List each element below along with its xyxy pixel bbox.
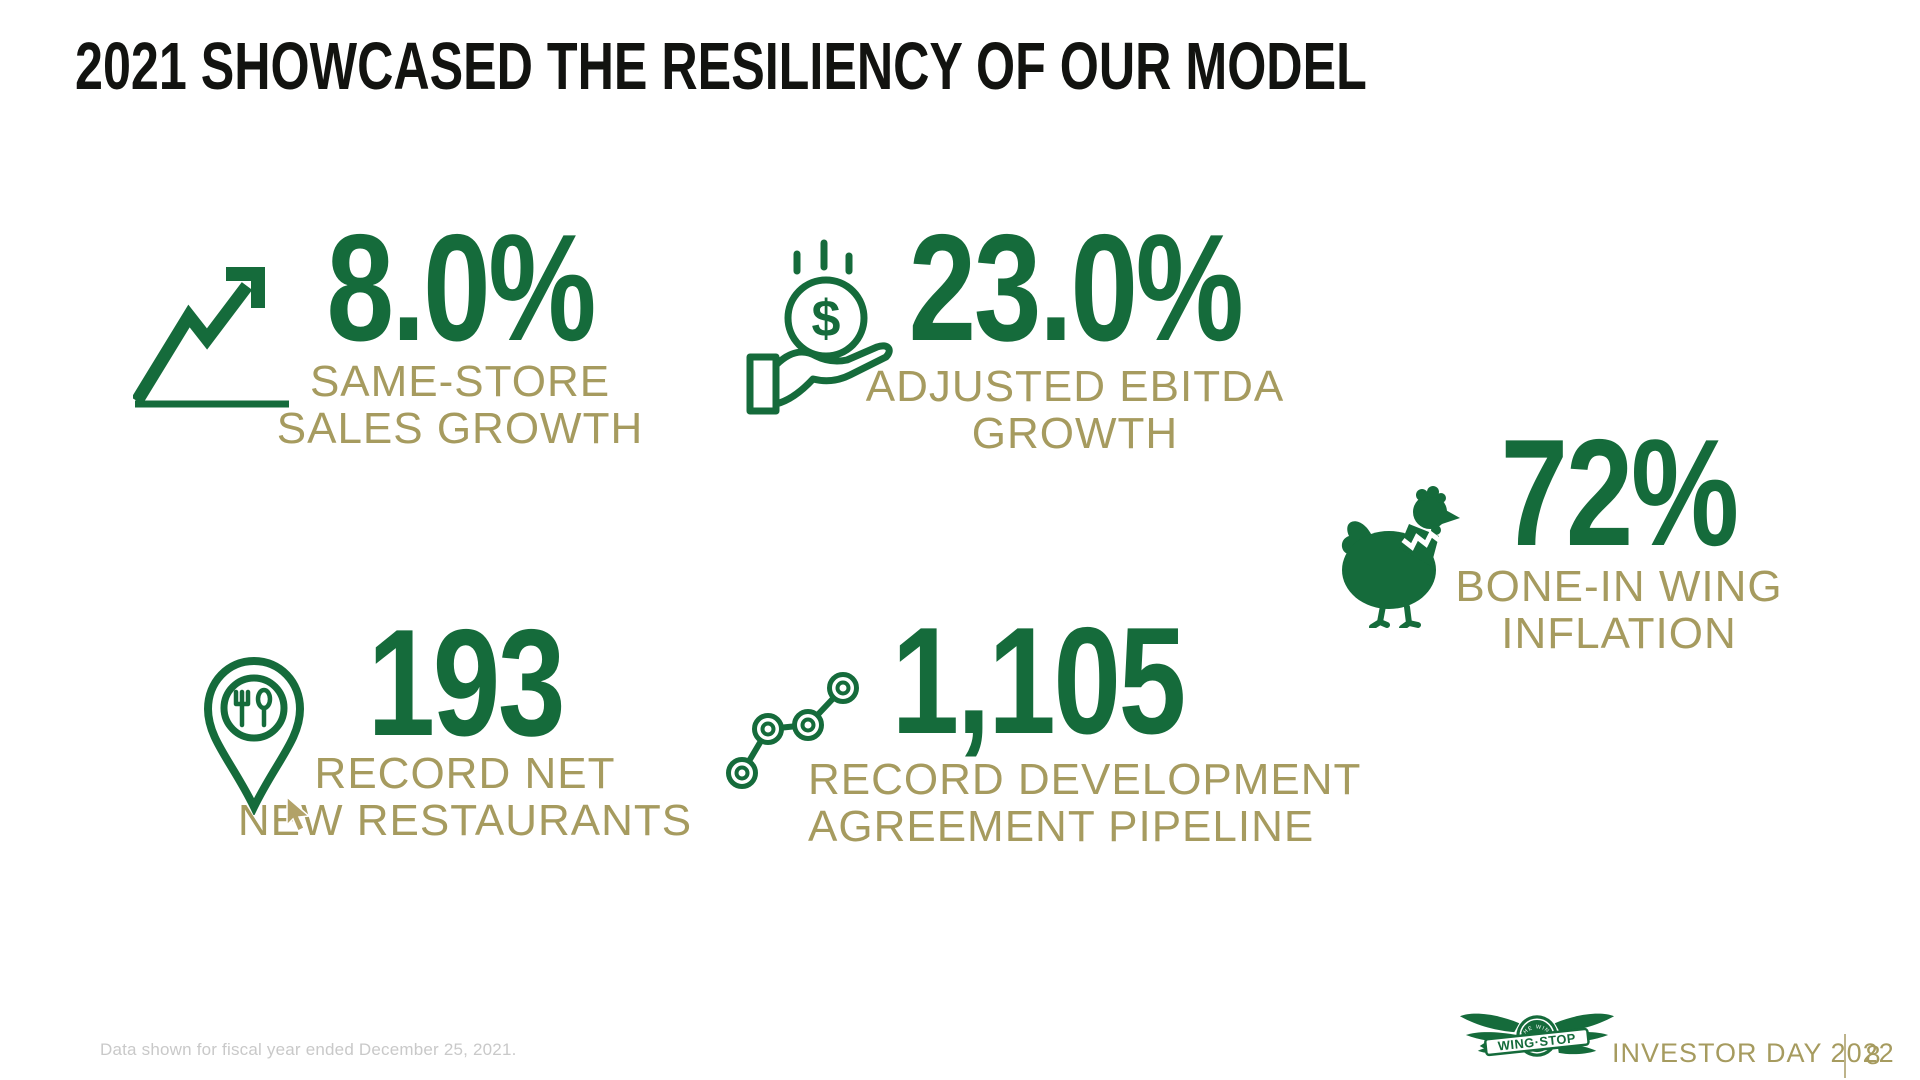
chicken-icon	[1341, 486, 1460, 628]
stat-value-same-store-sales-growth: 8.0%	[326, 203, 596, 373]
stat-value-record-net-new-restaurants: 193	[367, 598, 565, 768]
pipeline-dots-icon	[726, 672, 859, 789]
stat-label-line: AGREEMENT PIPELINE	[808, 802, 1315, 851]
page-title-text: 2021 SHOWCASED THE RESILIENCY OF OUR MOD…	[75, 29, 1367, 104]
stat-label-line: RECORD NET	[314, 749, 616, 798]
stat-label-line: GROWTH	[971, 409, 1179, 458]
stat-label-line: SALES GROWTH	[276, 404, 644, 453]
mouse-cursor	[286, 796, 311, 832]
restaurant-pin-icon	[203, 656, 305, 815]
stat-label-record-net-new-restaurants: RECORD NET NEW RESTAURANTS	[235, 750, 695, 844]
stat-label-line: INFLATION	[1501, 609, 1737, 658]
footnote: Data shown for fiscal year ended Decembe…	[100, 1040, 517, 1059]
footer-event-label: INVESTOR DAY 2022	[1612, 1038, 1895, 1068]
stat-label-line: BONE-IN WING	[1455, 562, 1783, 611]
footer-divider	[1844, 1034, 1846, 1078]
stat-label-line: NEW RESTAURANTS	[237, 796, 693, 845]
stat-value-record-development-agreement-pipeline: 1,105	[891, 596, 1187, 766]
stat-label-adjusted-ebitda-growth: ADJUSTED EBITDA GROWTH	[845, 363, 1305, 457]
stat-label-record-development-agreement-pipeline: RECORD DEVELOPMENT AGREEMENT PIPELINE	[808, 755, 1362, 851]
trend-up-arrow-icon	[133, 267, 289, 408]
svg-text:$: $	[812, 290, 841, 348]
wingstop-logo: THE WING EXPERTS WING·STOP	[1459, 1013, 1615, 1057]
stat-label-line: ADJUSTED EBITDA	[865, 362, 1285, 411]
page-number: 8	[1865, 1040, 1881, 1070]
stat-label-bone-in-wing-inflation: BONE-IN WING INFLATION	[1389, 563, 1849, 657]
stat-label-line: SAME-STORE	[309, 357, 611, 406]
stat-label-line: RECORD DEVELOPMENT	[808, 755, 1362, 804]
page-title: 2021 SHOWCASED THE RESILIENCY OF OUR MOD…	[75, 28, 1797, 105]
stat-value-adjusted-ebitda-growth: 23.0%	[908, 203, 1244, 373]
stat-label-same-store-sales-growth: SAME-STORE SALES GROWTH	[230, 358, 690, 452]
stat-value-bone-in-wing-inflation: 72%	[1500, 408, 1740, 578]
dollar-hand-icon: $	[746, 239, 893, 415]
